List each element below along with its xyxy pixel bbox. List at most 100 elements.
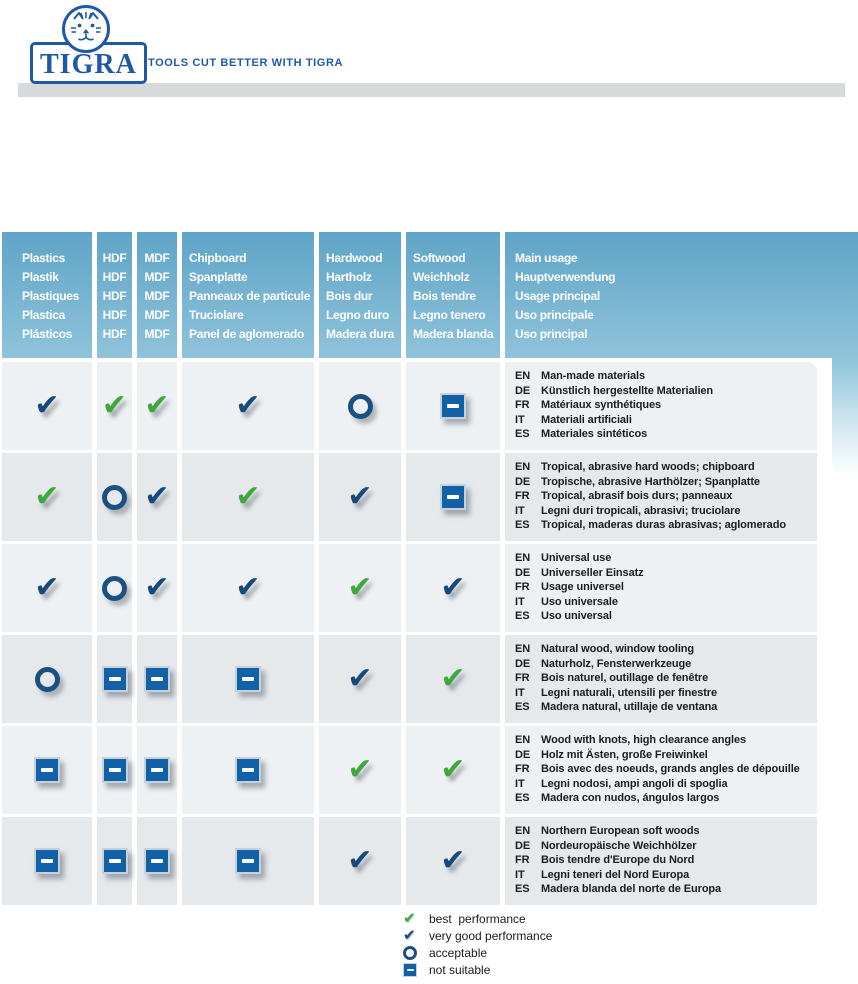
usage-line: DE Universeller Einsatz: [515, 566, 817, 581]
usage-text: Legni nodosi, ampi angoli di spoglia: [541, 777, 728, 790]
header-label: Bois tendre: [413, 289, 476, 303]
rating-cell: [406, 453, 500, 541]
minus-mark: [406, 968, 414, 971]
header-label: MDF: [144, 289, 170, 303]
not-suitable-icon: [34, 757, 60, 783]
rating-cell: ✔: [319, 817, 401, 905]
usage-line: IT Legni nodosi, ampi angoli di spoglia: [515, 777, 817, 792]
language-code: DE: [515, 657, 531, 670]
rating-cell: ✔: [2, 453, 92, 541]
best-icon: ✔: [144, 389, 170, 422]
header-col-mdf: MDF MDF MDF MDF MDF: [137, 232, 177, 358]
usage-line: FR Bois tendre d'Europe du Nord: [515, 853, 817, 868]
usage-line: FR Bois naturel, outillage de fenêtre: [515, 671, 817, 686]
language-code: EN: [515, 461, 531, 473]
acceptable-icon: [102, 575, 127, 601]
acceptable-icon: [102, 484, 127, 510]
minus-mark: [447, 495, 459, 499]
minus-mark: [41, 859, 53, 863]
usage-text: Madera blanda del norte de Europa: [541, 883, 722, 896]
header-label: Plásticos: [22, 327, 72, 341]
very-good-icon: ✔: [347, 844, 373, 877]
usage-line: IT Legni naturali, utensili per finestre: [515, 686, 817, 701]
language-code: ES: [515, 792, 530, 805]
usage-cell: EN Natural wood, window tooling DE Naturhol…: [505, 635, 817, 723]
header-col-plastics: Plastics Plastik Plastiques Plastica Plástic…: [2, 232, 92, 358]
header-label: Spanplatte: [189, 270, 248, 284]
usage-line: DE Künstlich hergestellte Materialien: [515, 384, 817, 399]
table-header: Plastics Plastik Plastiques Plastica Plástic…: [2, 232, 858, 358]
usage-text: Legni teneri del Nord Europa: [541, 868, 690, 881]
legend-label: acceptable: [429, 945, 488, 960]
rating-cell: ✔: [406, 635, 500, 723]
not-suitable-icon: [235, 757, 261, 783]
rating-cell: ✔: [319, 453, 401, 541]
language-code: IT: [515, 686, 525, 699]
not-suitable-icon: [144, 848, 170, 874]
header-label: Madera dura: [326, 327, 395, 341]
usage-line: ES Tropical, maderas duras abrasivas; agl…: [515, 518, 817, 533]
header-label: Legno tenero: [413, 308, 486, 322]
usage-text: Legni naturali, utensili per finestre: [541, 686, 718, 699]
rating-cell: ✔: [319, 635, 401, 723]
language-code: EN: [515, 734, 531, 746]
brand-name: TIGRA: [40, 49, 137, 80]
legend-label: best performance: [429, 911, 526, 926]
rating-cell: [97, 817, 132, 905]
usage-line: ES Uso universal: [515, 609, 817, 624]
language-code: DE: [515, 748, 531, 761]
header-label: MDF: [144, 327, 170, 341]
not-suitable-icon: [101, 757, 128, 783]
language-code: FR: [515, 581, 530, 594]
usage-text: Naturholz, Fensterwerkzeuge: [541, 657, 692, 670]
legend-item: ✔ very good performance: [403, 927, 552, 944]
usage-text: Usage universel: [541, 581, 624, 594]
minus-mark: [151, 677, 163, 681]
very-good-icon: ✔: [34, 571, 60, 604]
rating-cell: [2, 726, 92, 814]
usage-text: Bois naturel, outillage de fenêtre: [541, 672, 709, 685]
usage-text: Man-made materials: [541, 370, 645, 382]
usage-line: ES Madera natural, utillaje de ventana: [515, 700, 817, 715]
header-col-hdf: HDF HDF HDF HDF HDF: [97, 232, 132, 358]
rating-cell: [137, 726, 177, 814]
header-label: Legno duro: [326, 308, 389, 322]
table-row: ✔ ✔ ✔ ✔ EN Man-made materials DE Künstlich herg…: [2, 362, 817, 450]
header-label: HDF: [102, 289, 127, 303]
rating-cell: [137, 635, 177, 723]
minus-mark: [151, 768, 163, 772]
very-good-icon: ✔: [144, 480, 170, 513]
very-good-icon: ✔: [144, 571, 170, 604]
usage-text: Tropische, abrasive Harthölzer; Spanplat…: [541, 475, 760, 488]
not-suitable-icon: [101, 666, 128, 692]
legend-icon-wrap: ✔: [403, 911, 421, 926]
rating-cell: [97, 726, 132, 814]
header-label: MDF: [144, 251, 170, 265]
acceptable-icon: [347, 393, 373, 419]
header-label: HDF: [102, 251, 127, 265]
minus-mark: [151, 859, 163, 863]
usage-line: ES Madera blanda del norte de Europa: [515, 882, 817, 897]
usage-cell: EN Tropical, abrasive hard woods; chipboa…: [505, 453, 817, 541]
usage-text: Wood with knots, high clearance angles: [541, 734, 747, 746]
header-col-softwood: Softwood Weichholz Bois tendre Legno tenero…: [406, 232, 500, 358]
usage-text: Madera con nudos, ángulos largos: [541, 792, 720, 805]
rating-cell: [2, 817, 92, 905]
rating-cell: ✔: [182, 362, 314, 450]
usage-line: IT Materiali artificiali: [515, 413, 817, 428]
language-code: EN: [515, 370, 531, 382]
usage-line: FR Matériaux synthétiques: [515, 398, 817, 413]
usage-text: Legni duri tropicali, abrasivi; truciola…: [541, 504, 741, 517]
usage-line: DE Nordeuropäische Weichhölzer: [515, 839, 817, 854]
rating-cell: [319, 362, 401, 450]
divider-bar: [18, 83, 845, 97]
minus-mark: [242, 859, 254, 863]
usage-line: IT Uso universale: [515, 595, 817, 610]
header-label: Plastik: [22, 270, 59, 284]
language-code: FR: [515, 399, 530, 412]
very-good-icon: ✔: [440, 844, 466, 877]
usage-line: EN Universal use: [515, 551, 817, 566]
rating-cell: ✔: [319, 726, 401, 814]
not-suitable-icon: [101, 848, 128, 874]
